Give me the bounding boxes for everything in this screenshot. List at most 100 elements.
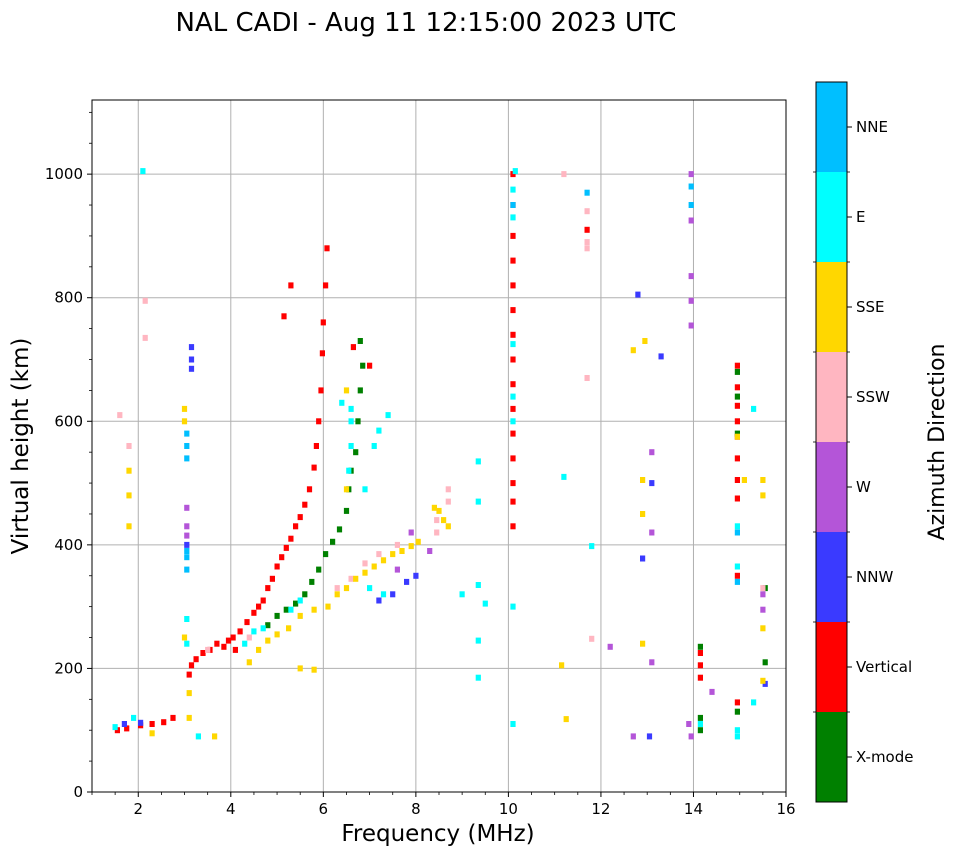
echo-point — [348, 418, 354, 425]
echo-point — [640, 640, 646, 647]
echo-point — [561, 171, 567, 178]
echo-point — [649, 659, 655, 666]
colorbar-label-item: SSW — [856, 388, 890, 406]
colorbar-label-item: X-mode — [856, 748, 913, 766]
echo-point — [225, 637, 232, 644]
echo-point — [459, 591, 465, 598]
echo-point — [318, 387, 324, 394]
echo-point — [343, 507, 350, 514]
echo-point — [734, 495, 740, 502]
echo-point — [510, 455, 516, 462]
echo-point — [649, 449, 655, 456]
echo-point — [286, 625, 292, 632]
echo-point — [184, 554, 190, 561]
echo-point — [640, 555, 646, 562]
echo-point — [734, 368, 740, 375]
colorbar-segment — [816, 532, 847, 622]
colorbar-segment — [816, 442, 847, 532]
echo-point — [184, 541, 190, 548]
echo-point — [265, 637, 271, 644]
echo-point — [279, 554, 285, 561]
series-vertical — [114, 171, 740, 734]
echo-point — [256, 603, 262, 610]
echo-point — [697, 721, 703, 727]
echo-point — [751, 405, 757, 412]
echo-point — [734, 578, 740, 585]
echo-point — [510, 331, 516, 338]
echo-point — [288, 535, 294, 542]
echo-point — [688, 217, 694, 224]
echo-point — [265, 585, 271, 592]
echo-point — [371, 563, 377, 570]
x-tick-label: 8 — [411, 800, 421, 818]
echo-point — [510, 430, 516, 437]
echo-point — [434, 529, 440, 536]
echo-point — [427, 548, 433, 554]
echo-point — [408, 529, 414, 536]
echo-point — [584, 239, 590, 246]
echo-point — [350, 344, 356, 351]
colorbar-label: Azimuth Direction — [925, 343, 950, 540]
echo-point — [297, 597, 303, 604]
echo-point — [184, 532, 190, 539]
echo-point — [431, 504, 437, 511]
echo-point — [357, 338, 363, 344]
echo-point — [584, 375, 590, 381]
echo-point — [734, 523, 740, 530]
echo-point — [221, 643, 227, 650]
echo-point — [436, 507, 442, 514]
echo-point — [688, 733, 694, 740]
echo-point — [734, 727, 740, 734]
series-nnw — [121, 291, 768, 740]
y-tick-label: 400 — [54, 536, 83, 554]
echo-point — [697, 727, 703, 734]
echo-point — [184, 616, 190, 622]
echo-point — [323, 282, 329, 289]
echo-point — [734, 699, 740, 706]
echo-point — [334, 591, 340, 598]
echo-point — [697, 674, 703, 681]
echo-point — [200, 650, 206, 656]
echo-point — [112, 724, 118, 731]
echo-point — [760, 585, 766, 592]
echo-point — [510, 405, 516, 412]
series-w — [184, 171, 766, 740]
echo-point — [510, 480, 516, 487]
echo-point — [589, 635, 595, 642]
echo-point — [640, 477, 646, 483]
echo-point — [385, 412, 391, 419]
echo-point — [230, 634, 236, 641]
x-tick-label: 16 — [776, 800, 795, 818]
echo-point — [205, 646, 211, 653]
echo-point — [319, 350, 325, 357]
echo-point — [734, 708, 740, 715]
series-e — [112, 168, 757, 740]
y-tick-label: 800 — [54, 289, 83, 307]
echo-point — [510, 523, 516, 530]
colorbar-label-item: SSE — [856, 298, 885, 316]
colorbar-segment — [816, 82, 847, 172]
echo-point — [584, 208, 590, 215]
echo-point — [193, 656, 199, 663]
echo-point — [510, 721, 516, 727]
echo-point — [306, 486, 313, 493]
x-tick-label: 10 — [499, 800, 518, 818]
echo-point — [293, 600, 299, 607]
echo-point — [563, 716, 569, 723]
y-axis-label: Virtual height (km) — [8, 338, 34, 555]
echo-point — [348, 575, 354, 582]
grid-lines — [92, 100, 786, 792]
echo-point — [445, 523, 451, 530]
echo-point — [445, 486, 451, 493]
echo-point — [584, 245, 590, 252]
echo-point — [510, 381, 516, 388]
series-nne — [184, 183, 740, 585]
echo-point — [394, 566, 400, 573]
y-tick-label: 600 — [54, 412, 83, 430]
echo-point — [362, 486, 368, 493]
echo-point — [237, 628, 243, 635]
echo-point — [114, 727, 120, 734]
echo-point — [642, 338, 648, 344]
echo-point — [260, 597, 266, 604]
